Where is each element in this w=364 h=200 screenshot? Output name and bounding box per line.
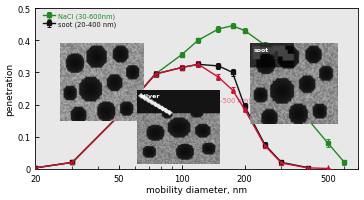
Legend: NaCl (30-600nm), soot (20-400 nm): NaCl (30-600nm), soot (20-400 nm) xyxy=(42,12,118,29)
Y-axis label: penetration: penetration xyxy=(5,63,15,115)
X-axis label: mobility diameter, nm: mobility diameter, nm xyxy=(146,186,248,194)
Text: silver (20-500 nm): silver (20-500 nm) xyxy=(159,97,250,103)
